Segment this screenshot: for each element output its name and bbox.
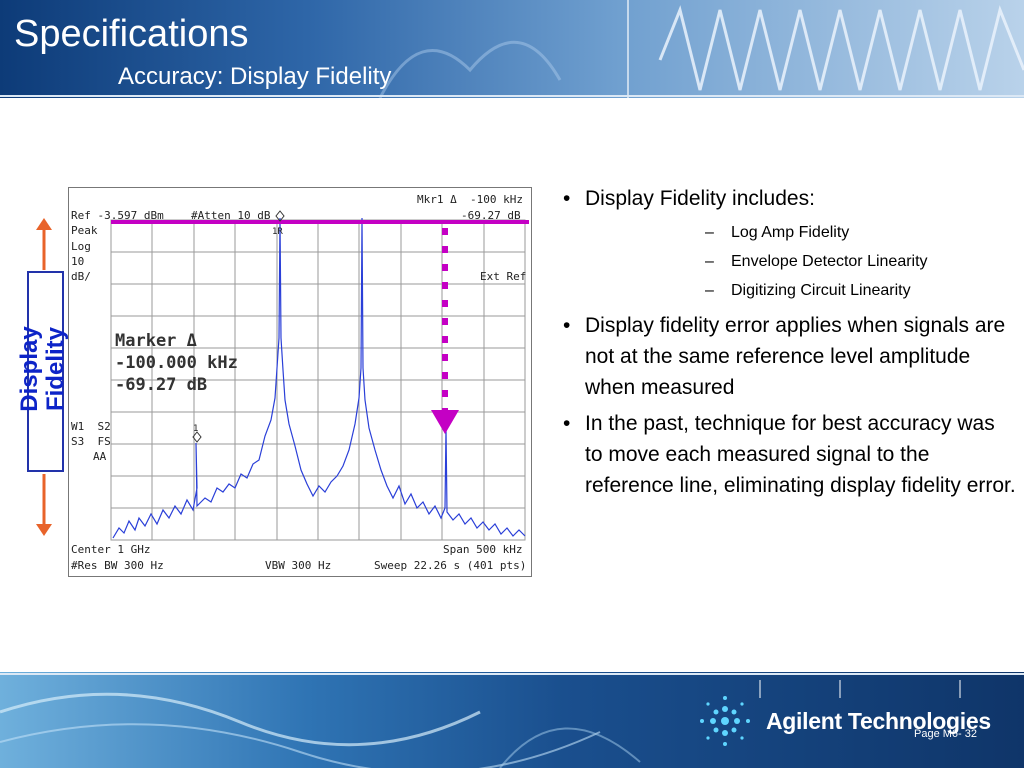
center-frequency-text: Center 1 GHz (71, 543, 151, 556)
display-fidelity-box (27, 271, 64, 472)
marker-readout-line1: Mkr1 Δ -100 kHz (417, 193, 523, 206)
sub-bullet-text: Envelope Detector Linearity (731, 253, 928, 270)
footer-banner: Agilent Technologies Page M6- 32 (0, 672, 1024, 768)
bullet-dot-icon: • (563, 314, 571, 337)
marker-1r-diamond (275, 210, 285, 222)
sub-bullet-text: Log Amp Fidelity (731, 224, 850, 241)
dash-icon: – (705, 253, 714, 270)
res-bw-text: #Res BW 300 Hz (71, 559, 164, 572)
bullet-text: Display Fidelity includes: (585, 187, 815, 210)
bullet-text: Display fidelity error applies when sign… (585, 314, 1006, 399)
spectrum-analyzer-display: Ref -3.597 dBm #Atten 10 dB Mkr1 Δ -100 … (68, 187, 532, 577)
bullet-dot-icon: • (563, 187, 571, 210)
display-fidelity-line2: Fidelity (42, 327, 69, 412)
bullet-item: • In the past, technique for best accura… (560, 408, 1018, 501)
footer-wave-graphic (0, 673, 1024, 768)
bullet-list: • Display Fidelity includes: – Log Amp Fi… (560, 183, 1018, 506)
dash-icon: – (705, 282, 714, 299)
bullet-item: • Display Fidelity includes: – Log Amp Fi… (560, 183, 1018, 305)
marker-1-diamond (192, 431, 202, 443)
sub-bullet-item: – Digitizing Circuit Linearity (585, 276, 1018, 305)
trace-status-s3fs: S3 FS (71, 435, 111, 448)
up-arrow-icon (36, 218, 52, 270)
ext-ref-text: Ext Ref (480, 270, 527, 283)
dash-icon: – (705, 224, 714, 241)
detector-text: Peak (71, 224, 98, 237)
display-fidelity-label: Display Fidelity (16, 326, 69, 412)
spectrum-trace (112, 217, 526, 539)
marker-delta-amplitude: -69.27 dB (115, 375, 208, 395)
marker-1r-label: 1R (272, 227, 283, 237)
sub-bullet-list: – Log Amp Fidelity – Envelope Detector Lin… (585, 218, 1018, 305)
bullet-dot-icon: • (563, 412, 571, 435)
sub-bullet-text: Digitizing Circuit Linearity (731, 282, 911, 299)
scale-type-text: Log (71, 240, 91, 253)
bullet-item: • Display fidelity error applies when si… (560, 310, 1018, 403)
header-wave-graphic (0, 0, 1024, 98)
sweep-text: Sweep 22.26 s (401 pts) (374, 559, 527, 572)
page-subtitle: Accuracy: Display Fidelity (118, 63, 392, 90)
page-number: Page M6- 32 (914, 728, 977, 740)
ref-level-text: Ref -3.597 dBm (71, 209, 164, 222)
agilent-spark-logo-icon (700, 696, 750, 746)
atten-text: #Atten 10 dB (191, 209, 271, 222)
marker-delta-title: Marker Δ (115, 331, 197, 351)
header-banner: Specifications Accuracy: Display Fidelit… (0, 0, 1024, 98)
vbw-text: VBW 300 Hz (265, 559, 332, 572)
marker-readout-line2: -69.27 dB (461, 209, 521, 222)
display-fidelity-line1: Display (16, 326, 43, 412)
trace-status-aa: AA (93, 450, 107, 463)
bullet-text: In the past, technique for best accuracy… (585, 412, 1016, 497)
sub-bullet-item: – Log Amp Fidelity (585, 218, 1018, 247)
down-arrow-icon (36, 474, 52, 536)
scale-value-text: 10 (71, 255, 85, 268)
trace-status-w1s2: W1 S2 (71, 420, 111, 433)
page-title: Specifications (14, 13, 249, 55)
sub-bullet-item: – Envelope Detector Linearity (585, 247, 1018, 276)
marker-1-label: 1 (193, 424, 199, 434)
scale-unit-text: dB/ (71, 270, 91, 283)
span-text: Span 500 kHz (443, 543, 523, 556)
agilent-logo: Agilent Technologies (766, 708, 991, 734)
marker-delta-frequency: -100.000 kHz (115, 353, 238, 373)
spectrum-plot (110, 210, 529, 541)
fidelity-drop-arrowhead (431, 410, 459, 434)
